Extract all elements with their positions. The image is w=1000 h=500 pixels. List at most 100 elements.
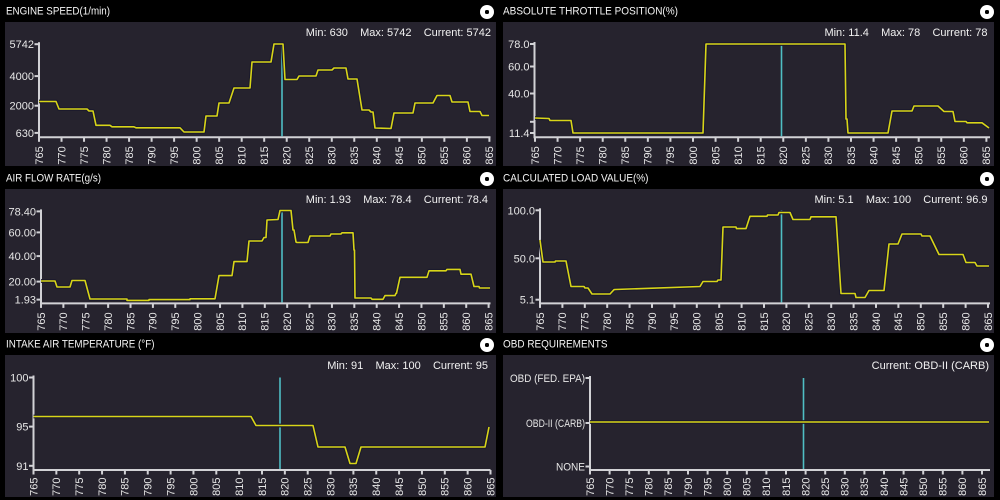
svg-text:850: 850 [913, 146, 925, 164]
svg-text:Min: 11.4 Max: 78 Curren: Min: 11.4 Max: 78 Current: 78 [824, 27, 987, 39]
svg-text:Min: 5.1 Max: 100 Curren: Min: 5.1 Max: 100 Current: 96.9 [814, 194, 987, 206]
svg-text:840: 840 [371, 478, 383, 496]
svg-text:835: 835 [349, 312, 361, 330]
svg-text:95: 95 [16, 422, 28, 434]
svg-text:830: 830 [823, 146, 835, 164]
svg-text:780: 780 [101, 146, 113, 164]
svg-text:805: 805 [214, 146, 226, 164]
svg-text:775: 775 [74, 478, 86, 496]
svg-text:795: 795 [665, 146, 677, 164]
svg-text:780: 780 [644, 478, 656, 496]
svg-text:800: 800 [692, 312, 704, 330]
svg-text:835: 835 [348, 478, 360, 496]
svg-text:NONE: NONE [556, 462, 585, 474]
svg-text:820: 820 [282, 312, 294, 330]
svg-text:855: 855 [938, 478, 950, 496]
svg-text:845: 845 [893, 312, 905, 330]
svg-text:790: 790 [647, 312, 659, 330]
svg-text:800: 800 [192, 312, 204, 330]
svg-text:815: 815 [756, 146, 768, 164]
svg-text:Min: 630 Max: 5742 Curre: Min: 630 Max: 5742 Current: 5742 [306, 27, 491, 39]
svg-text:860: 860 [960, 312, 972, 330]
svg-text:815: 815 [260, 312, 272, 330]
svg-text:790: 790 [148, 312, 160, 330]
svg-text:825: 825 [303, 478, 315, 496]
svg-text:810: 810 [761, 478, 773, 496]
svg-text:1.93: 1.93 [15, 295, 36, 307]
svg-text:AIR FLOW RATE(g/s): AIR FLOW RATE(g/s) [6, 173, 101, 185]
svg-text:815: 815 [257, 478, 269, 496]
svg-text:820: 820 [800, 478, 812, 496]
svg-text:785: 785 [120, 478, 132, 496]
svg-text:865: 865 [983, 312, 994, 330]
svg-text:865: 865 [484, 146, 496, 164]
svg-text:Min: 91 Max: 100 Current: Min: 91 Max: 100 Current: 95 [327, 360, 488, 372]
svg-text:INTAKE AIR TEMPERATURE (°F): INTAKE AIR TEMPERATURE (°F) [6, 339, 155, 351]
svg-text:840: 840 [871, 312, 883, 330]
svg-text:765: 765 [535, 312, 547, 330]
svg-text:840: 840 [372, 146, 384, 164]
svg-text:865: 865 [977, 478, 989, 496]
svg-text:20.00: 20.00 [8, 277, 36, 289]
svg-text:Min: 1.93 Max: 78.4 Curr: Min: 1.93 Max: 78.4 Current: 78.4 [306, 194, 488, 206]
svg-text:765: 765 [36, 312, 48, 330]
svg-text:ABSOLUTE THROTTLE POSITION(%): ABSOLUTE THROTTLE POSITION(%) [503, 6, 678, 18]
svg-text:OBD (FED. EPA): OBD (FED. EPA) [510, 373, 585, 385]
svg-text:5.1: 5.1 [520, 295, 535, 307]
svg-text:860: 860 [462, 478, 474, 496]
svg-text:810: 810 [237, 312, 249, 330]
svg-text:845: 845 [898, 478, 910, 496]
svg-text:850: 850 [918, 478, 930, 496]
svg-text:810: 810 [733, 146, 745, 164]
svg-text:765: 765 [585, 478, 597, 496]
svg-text:78.0: 78.0 [508, 39, 529, 51]
svg-text:845: 845 [394, 146, 406, 164]
svg-text:630: 630 [16, 128, 34, 140]
svg-text:5742: 5742 [10, 39, 34, 51]
svg-text:850: 850 [417, 478, 429, 496]
svg-text:805: 805 [742, 478, 754, 496]
svg-text:770: 770 [604, 478, 616, 496]
svg-text:815: 815 [759, 312, 771, 330]
svg-text:785: 785 [624, 312, 636, 330]
svg-text:840: 840 [879, 478, 891, 496]
svg-text:865: 865 [485, 478, 496, 496]
svg-text:860: 860 [959, 146, 971, 164]
svg-text:780: 780 [602, 312, 614, 330]
svg-text:830: 830 [327, 312, 339, 330]
svg-text:820: 820 [282, 146, 294, 164]
svg-text:11.4: 11.4 [509, 128, 530, 140]
svg-text:820: 820 [778, 146, 790, 164]
svg-text:865: 865 [483, 312, 495, 330]
svg-text:790: 790 [683, 478, 695, 496]
svg-text:825: 825 [804, 312, 816, 330]
svg-text:795: 795 [165, 478, 177, 496]
svg-text:860: 860 [462, 146, 474, 164]
svg-text:810: 810 [234, 478, 246, 496]
svg-text:835: 835 [848, 312, 860, 330]
svg-text:790: 790 [146, 146, 158, 164]
svg-text:835: 835 [846, 146, 858, 164]
svg-text:60.00: 60.00 [8, 227, 36, 239]
svg-text:825: 825 [801, 146, 813, 164]
svg-text:825: 825 [304, 312, 316, 330]
svg-text:810: 810 [736, 312, 748, 330]
svg-text:850: 850 [417, 146, 429, 164]
svg-text:Current: OBD-II (CARB): Current: OBD-II (CARB) [872, 360, 989, 372]
svg-text:785: 785 [124, 146, 136, 164]
svg-text:830: 830 [840, 478, 852, 496]
svg-text:775: 775 [79, 146, 91, 164]
svg-text:850: 850 [916, 312, 928, 330]
svg-text:815: 815 [781, 478, 793, 496]
svg-text:855: 855 [439, 312, 451, 330]
svg-text:800: 800 [191, 146, 203, 164]
svg-text:845: 845 [394, 312, 406, 330]
svg-text:770: 770 [58, 312, 70, 330]
svg-text:850: 850 [416, 312, 428, 330]
svg-text:775: 775 [81, 312, 93, 330]
svg-text:785: 785 [125, 312, 137, 330]
svg-text:790: 790 [643, 146, 655, 164]
svg-text:770: 770 [56, 146, 68, 164]
svg-text:845: 845 [891, 146, 903, 164]
svg-text:4000: 4000 [10, 71, 34, 83]
